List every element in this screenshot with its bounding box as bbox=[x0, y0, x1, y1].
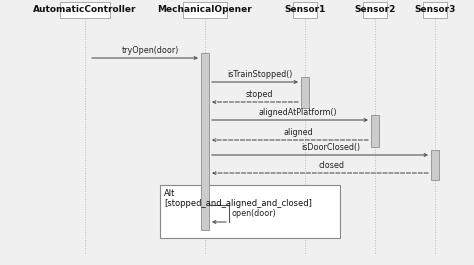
Bar bbox=[423, 2, 447, 17]
Text: MechanicalOpener: MechanicalOpener bbox=[158, 6, 252, 15]
Bar bbox=[301, 77, 309, 108]
Text: tryOpen(door): tryOpen(door) bbox=[122, 46, 179, 55]
Bar bbox=[183, 2, 227, 17]
Text: AutomaticController: AutomaticController bbox=[33, 6, 137, 15]
Bar bbox=[363, 2, 387, 17]
Text: open(door): open(door) bbox=[232, 209, 277, 218]
Bar bbox=[292, 2, 318, 17]
Text: [stopped_and_aligned_and_closed]: [stopped_and_aligned_and_closed] bbox=[164, 199, 312, 208]
Text: alignedAtPlatform(): alignedAtPlatform() bbox=[259, 108, 337, 117]
Bar bbox=[60, 2, 110, 17]
Text: isDoorClosed(): isDoorClosed() bbox=[301, 143, 361, 152]
Bar bbox=[201, 53, 209, 230]
Text: closed: closed bbox=[318, 161, 344, 170]
Text: Alt: Alt bbox=[164, 189, 175, 198]
Bar bbox=[371, 115, 379, 147]
Bar bbox=[160, 185, 340, 238]
Text: Sensor3: Sensor3 bbox=[414, 6, 456, 15]
Text: Sensor2: Sensor2 bbox=[354, 6, 396, 15]
Bar bbox=[431, 150, 439, 180]
Text: aligned: aligned bbox=[283, 128, 313, 137]
Text: isTrainStopped(): isTrainStopped() bbox=[227, 70, 292, 79]
Text: Sensor1: Sensor1 bbox=[284, 6, 326, 15]
Text: stoped: stoped bbox=[246, 90, 273, 99]
